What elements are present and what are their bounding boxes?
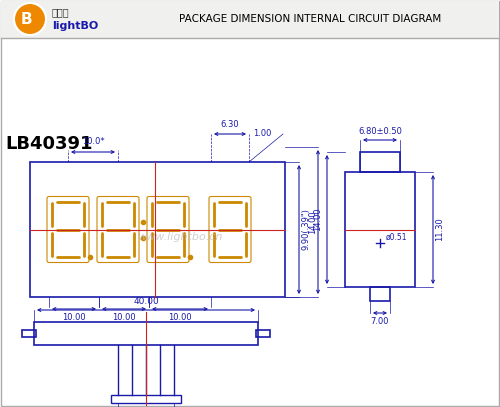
Text: 6.80±0.50: 6.80±0.50 [358, 127, 402, 136]
Text: lightBO: lightBO [52, 21, 98, 31]
Circle shape [14, 3, 46, 35]
Bar [345, 172, 415, 287]
Text: www.lightbo.cn: www.lightbo.cn [138, 232, 222, 242]
Text: LB40391: LB40391 [5, 135, 92, 153]
Text: 10.00: 10.00 [62, 313, 86, 322]
Text: 1.00: 1.00 [253, 129, 272, 138]
Text: PACKAGE DIMENSION INTERNAL CIRCUIT DIAGRAM: PACKAGE DIMENSION INTERNAL CIRCUIT DIAGR… [179, 14, 441, 24]
Text: 11.30: 11.30 [435, 218, 444, 241]
Text: 7.00: 7.00 [371, 317, 389, 326]
Text: 9.90(.39"): 9.90(.39") [301, 208, 310, 250]
Bar [1, 1, 499, 38]
Bar [34, 322, 258, 345]
Text: B: B [20, 11, 32, 26]
Text: 14.00: 14.00 [313, 208, 322, 231]
Text: 光之宝: 光之宝 [52, 7, 70, 17]
Text: 10.00: 10.00 [168, 313, 192, 322]
Bar [360, 152, 400, 172]
Text: 6.30: 6.30 [220, 120, 240, 129]
Text: 40.00: 40.00 [133, 297, 159, 306]
Text: 14.00: 14.00 [308, 210, 317, 234]
Bar [370, 287, 390, 301]
Bar [111, 395, 181, 403]
Bar [22, 330, 36, 337]
Bar [30, 162, 285, 297]
Text: 10.00: 10.00 [112, 313, 136, 322]
Bar [256, 330, 270, 337]
Text: ø0.51: ø0.51 [386, 232, 407, 241]
Text: 10.0*: 10.0* [82, 137, 104, 146]
